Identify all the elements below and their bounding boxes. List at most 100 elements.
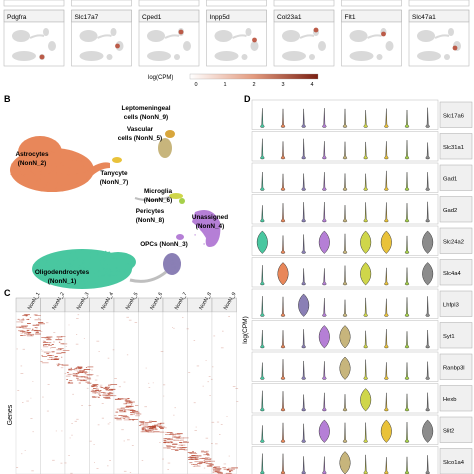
umap-cell-point [172,259,174,261]
heatmap-cell [32,334,34,336]
heatmap-cell [125,417,130,419]
heatmap-cell [132,419,134,421]
heatmap-cell [140,431,144,433]
heatmap-cell [126,354,129,356]
heatmap-cell [22,348,25,350]
expression-hotspot [252,37,257,43]
heatmap-cell [194,456,199,458]
heatmap-cell [21,325,29,326]
heatmap-cell [121,415,128,417]
heatmap-cell [148,420,153,422]
gene-strip-label: Hexb [443,397,457,403]
heatmap-cell [145,429,148,431]
mini-umap-opcs [444,54,450,60]
heatmap-cell [143,426,149,428]
heatmap-cell [117,398,124,400]
heatmap-cell [167,469,169,470]
umap-cell-point [82,156,84,158]
heatmap-cell [223,468,230,470]
violin-flat [260,138,265,160]
mini-umap-unassigned [318,41,326,51]
umap-cell-point [98,266,100,269]
umap-cell-point [75,173,77,175]
heatmap-cell [70,367,72,369]
heatmap-cell [64,462,67,464]
violin-expressed [318,325,330,349]
heatmap-cell [187,452,195,453]
heatmap-cell [58,337,60,339]
heatmap-cell [128,319,132,321]
heatmap-cell [129,472,132,473]
umap-cell-point [15,176,17,178]
heatmap-cell [141,460,144,461]
heatmap-cell [132,410,138,412]
gene-strip [439,164,473,191]
label-opcs: OPCs (NonN_3) [140,241,188,248]
violin-expressed [360,388,372,412]
heatmap-cell [92,384,97,386]
umap-cell-point [76,172,79,174]
expression-hotspot [178,29,184,35]
umap-cell-point [55,172,57,175]
umap-cell-point [58,279,61,282]
umap-cell-point [201,230,203,232]
umap-cell-point [60,152,62,154]
heatmap-cell [206,450,209,452]
heatmap-cell [80,376,86,378]
umap-cell-point [71,187,73,189]
umap-cell-point [89,256,92,259]
gene-strip-label: Syt1 [443,334,455,340]
heatmap-cell [148,427,151,428]
heatmap-cell [90,385,95,387]
heatmap-cell [189,456,191,458]
violin-expressed [318,230,330,254]
heatmap-cell [35,315,41,316]
panel-a-feature-plots: Pdgfra Slc17a7 Cped1 Inpp5d Col23a1 Flt1 Slc47… [3,0,470,67]
heatmap-cell [209,395,211,396]
violin-flat [260,265,265,286]
violin-flat [301,138,306,160]
mini-umap-unassigned [183,41,191,51]
heatmap-cell [17,390,20,391]
umap-cell-point [60,263,62,265]
umap-cell-point [86,160,88,163]
heatmap-cell [42,340,45,342]
umap-cell-point [198,216,200,218]
umap-cell-point [29,161,32,163]
umap-cell-point [16,169,18,171]
umap-cell-point [65,263,68,265]
umap-cell-point [57,182,59,184]
heatmap-cell [169,432,172,434]
violin-row-slco1a4: Slco1a4 [251,446,473,474]
heatmap-cell [140,423,145,425]
umap-cell-point [199,212,202,215]
heatmap-cell [71,423,73,424]
gene-label: Pdgfra [7,14,27,21]
heatmap-cell [109,460,111,461]
heatmap-cell [96,468,99,469]
umap-cell-point [26,178,29,180]
umap-cell-point [105,272,107,275]
heatmap-cell [25,315,28,317]
umap-cell-point [176,270,178,272]
heatmap-cell [72,373,78,374]
heatmap-cell [209,458,212,460]
heatmap-cell [54,356,58,357]
umap-cell-point [67,272,69,274]
violin-flat [404,172,410,191]
heatmap-cell [211,421,215,423]
heatmap-cell [165,445,168,446]
mini-umap-unassigned [385,41,394,51]
heatmap-cell [155,428,158,430]
umap-cell-point [105,270,107,272]
feature-plot-slc17a7: Slc17a7 [71,0,132,67]
heatmap-cell [182,447,188,448]
heatmap-cell [142,423,144,424]
umap-cell-point [68,263,70,265]
heatmap-cell [126,405,132,407]
heatmap-cell [189,457,193,459]
umap-cell-point [57,280,59,282]
heatmap-cell [70,472,73,474]
heatmap-cell [100,392,105,393]
heatmap-cell [18,330,24,332]
